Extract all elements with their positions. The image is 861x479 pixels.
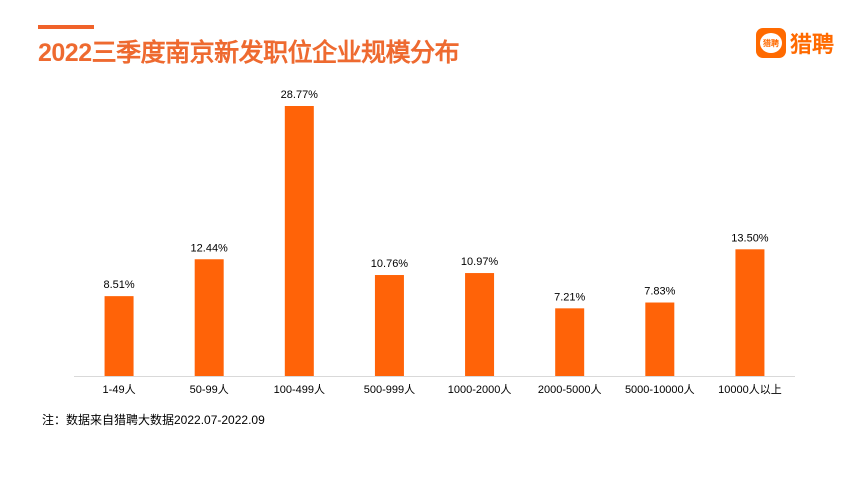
x-tick-label: 10000人以上 <box>718 383 782 396</box>
title-accent-bar <box>38 25 94 29</box>
bar <box>465 273 495 376</box>
data-label: 10.76% <box>371 258 409 270</box>
logo-text: 猎聘 <box>790 32 835 57</box>
x-tick-label: 50-99人 <box>190 383 229 396</box>
data-label: 13.50% <box>731 232 769 244</box>
liepin-logo-icon: 猎聘 <box>756 28 786 58</box>
data-label: 7.21% <box>554 291 585 303</box>
data-label: 8.51% <box>103 279 134 291</box>
data-label: 7.83% <box>644 286 675 298</box>
data-label: 28.77% <box>281 89 319 101</box>
bar <box>555 308 585 376</box>
bar <box>645 302 675 376</box>
bar <box>735 249 765 376</box>
logo-icon-text: 猎聘 <box>760 33 782 53</box>
x-tick-label: 2000-5000人 <box>538 383 602 396</box>
bar <box>104 296 134 376</box>
x-tick-label: 100-499人 <box>274 383 325 396</box>
liepin-logo: 猎聘 猎聘 <box>756 27 834 59</box>
bar <box>284 106 314 376</box>
x-tick-label: 500-999人 <box>364 383 415 396</box>
data-label: 10.97% <box>461 256 499 268</box>
source-note: 注：数据来自猎聘大数据2022.07-2022.09 <box>42 413 265 427</box>
data-label: 12.44% <box>191 242 229 254</box>
bar <box>194 259 224 376</box>
x-tick-label: 5000-10000人 <box>625 383 695 396</box>
x-tick-label: 1000-2000人 <box>448 383 512 396</box>
x-tick-label: 1-49人 <box>103 383 136 396</box>
page-title: 2022三季度南京新发职位企业规模分布 <box>38 39 460 67</box>
bar <box>374 275 404 376</box>
